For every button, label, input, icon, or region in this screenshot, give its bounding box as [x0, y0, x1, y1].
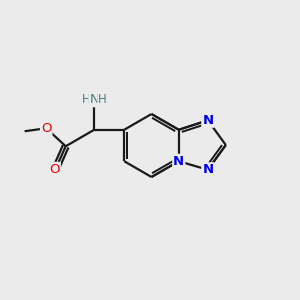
Text: N: N [89, 93, 99, 106]
Text: O: O [50, 163, 60, 176]
Text: H: H [98, 93, 107, 106]
Text: H: H [81, 93, 90, 106]
Text: N: N [202, 163, 213, 176]
Text: O: O [41, 122, 52, 135]
Text: N: N [173, 155, 184, 168]
Text: N: N [202, 114, 213, 127]
